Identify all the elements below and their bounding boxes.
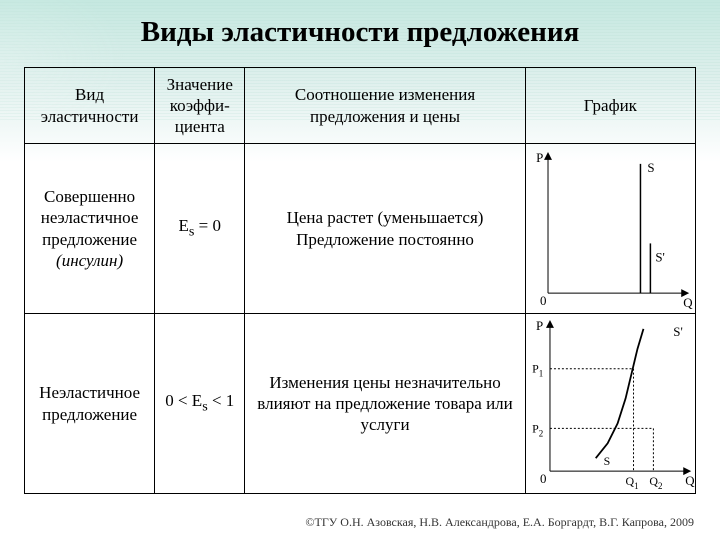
coeff-rest: < 1 [208,391,235,410]
coeff-rest: = 0 [194,216,221,235]
header-row: Вид эластичности Значение коэффи-циента … [25,68,696,144]
supply-curve [595,329,643,458]
desc-cell: Цена растет (уменьшается) Предложение по… [245,144,525,314]
type-main: Совершенно неэластичное предложение [41,187,139,249]
table-row: Совершенно неэластичное предложение (инс… [25,144,696,314]
curve-s-label: S [603,454,610,468]
elasticity-table: Вид эластичности Значение коэффи-циента … [24,67,696,494]
header-type: Вид эластичности [25,68,155,144]
svg-text:P1: P1 [532,362,543,379]
desc-cell: Изменения цены незначительно влияют на п… [245,314,525,494]
chart-perfect-inelastic: P 0 Q S S' [526,144,695,313]
axis-origin-label: 0 [540,293,546,308]
p2-sub: 2 [538,428,542,438]
coeff-cell: Es = 0 [155,144,245,314]
axis-q-label: Q [685,473,695,488]
type-example: (инсулин) [56,251,123,270]
coeff-symbol: E [179,216,189,235]
type-main: Неэластичное предложение [39,383,140,423]
table-row: Неэластичное предложение 0 < Es < 1 Изме… [25,314,696,494]
type-cell: Неэластичное предложение [25,314,155,494]
line-sprime-label: S' [655,249,665,264]
chart-cell: P 0 Q S' P1 P2 S Q1 Q2 [525,314,695,494]
svg-text:Q1: Q1 [625,474,638,491]
axis-q-label: Q [683,295,693,310]
header-coeff: Значение коэффи-циента [155,68,245,144]
coeff-pre: 0 < [165,391,192,410]
svg-text:P2: P2 [532,421,543,438]
header-chart: График [525,68,695,144]
page-title: Виды эластичности предложения [0,0,720,49]
header-relation: Соотношение изменения предложения и цены [245,68,525,144]
axis-origin-label: 0 [540,471,546,486]
axis-p-label: P [536,318,543,333]
chart-cell: P 0 Q S S' [525,144,695,314]
q2-sub: 2 [658,481,662,491]
coeff-cell: 0 < Es < 1 [155,314,245,494]
axis-p-label: P [536,150,543,165]
q1-sub: 1 [634,481,638,491]
arrow-up-icon [544,152,552,160]
coeff-symbol: E [192,391,202,410]
arrow-up-icon [546,320,554,328]
elasticity-table-wrap: Вид эластичности Значение коэффи-циента … [24,67,696,494]
footer-credit: ©ТГУ О.Н. Азовская, Н.В. Александрова, Е… [305,515,694,530]
chart-inelastic: P 0 Q S' P1 P2 S Q1 Q2 [526,314,695,493]
line-s-label: S [647,160,654,175]
p1-sub: 1 [538,369,542,379]
curve-sprime-label: S' [673,324,683,339]
svg-text:Q2: Q2 [649,474,662,491]
type-cell: Совершенно неэластичное предложение (инс… [25,144,155,314]
